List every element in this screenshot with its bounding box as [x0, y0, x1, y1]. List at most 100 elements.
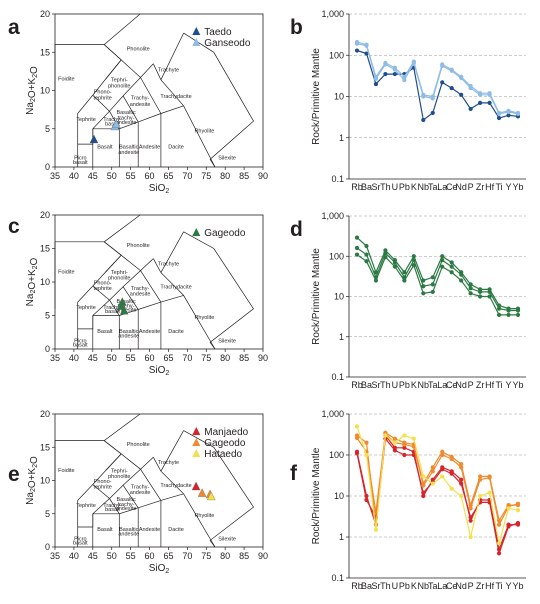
- y-tick-label: 10: [40, 277, 50, 287]
- tas-field-boundary: [92, 484, 110, 499]
- series-point: [430, 481, 435, 486]
- series-point: [373, 81, 379, 87]
- series-point: [449, 68, 454, 73]
- tas-field-label: Tephri-: [111, 77, 128, 83]
- tas-field-label: Dacite: [168, 329, 184, 335]
- series-point: [459, 272, 464, 277]
- tas-field-label: andesite: [118, 532, 139, 538]
- panel-label-f: f: [290, 462, 298, 485]
- y-tick-label: 100: [329, 450, 344, 460]
- x-tick-label: La: [437, 182, 447, 192]
- tas-field-label: Tephrite: [76, 117, 96, 123]
- series-point: [515, 501, 521, 506]
- x-tick-label: P: [468, 182, 474, 192]
- x-tick-label: 60: [145, 551, 155, 561]
- series-point: [421, 490, 426, 495]
- y-tick-label: 20: [40, 409, 50, 419]
- tas-chart-e: e Foidite Phonolite Trachyte Tephri-phonolit…: [8, 409, 268, 575]
- series-point: [478, 100, 483, 105]
- tas-field-label: Tephrite: [76, 503, 96, 509]
- tas-field-label: Basaltic: [116, 497, 136, 503]
- tas-field-label: basalt: [73, 342, 88, 348]
- x-tick-label: 60: [145, 171, 155, 181]
- x-tick-label: 70: [182, 551, 192, 561]
- tas-field-label: trachy-: [118, 303, 135, 309]
- x-tick-label: Yb: [512, 581, 523, 591]
- tas-field-label: andesite: [130, 490, 151, 496]
- tas-field-label: Rhyolite: [194, 513, 214, 519]
- tas-field-label: Trachy-: [103, 117, 122, 123]
- series-point: [364, 252, 369, 257]
- tas-field-label: Silexite: [218, 155, 236, 161]
- y-tick-label: 10: [40, 476, 50, 486]
- x-tick-label: K: [411, 581, 417, 591]
- x-tick-label: Zr: [476, 182, 485, 192]
- tas-field-boundary: [140, 270, 162, 303]
- series-point: [421, 278, 426, 283]
- x-tick-label: Pb: [399, 182, 410, 192]
- series-point: [440, 467, 445, 472]
- panel-label-c: c: [8, 215, 20, 238]
- tas-field-label: Picro: [74, 155, 87, 161]
- series-point: [373, 527, 379, 532]
- tas-field-boundary: [92, 94, 110, 112]
- tas-field-label: Rhyolite: [194, 129, 214, 135]
- series-point: [364, 493, 369, 499]
- x-axis-label: SiO2: [149, 365, 170, 377]
- x-tick-label: Ta: [428, 182, 438, 192]
- x-tick-label: 55: [126, 353, 136, 363]
- series-point: [468, 534, 473, 540]
- tas-field-label: tephrite: [93, 96, 111, 102]
- y-tick-label: 0: [45, 162, 50, 172]
- y-tick-label: 100: [329, 251, 344, 261]
- y-tick-label: 20: [40, 9, 50, 19]
- x-tick-label: 65: [163, 353, 173, 363]
- tas-field-boundary: [122, 286, 139, 310]
- series-point: [496, 312, 502, 317]
- x-tick-label: 65: [163, 171, 173, 181]
- series-point: [421, 291, 426, 296]
- series-point: [487, 490, 492, 495]
- series-point: [515, 520, 521, 526]
- series-point: [468, 106, 473, 112]
- series-point: [496, 551, 502, 556]
- series-line: [356, 43, 519, 115]
- tas-field-label: Phonolite: [127, 47, 150, 53]
- tas-field-label: phonolite: [108, 474, 130, 480]
- tas-field-label: basalt: [73, 160, 88, 166]
- series-point: [354, 245, 360, 251]
- tas-field-label: Trachy-: [131, 286, 150, 292]
- tas-field-boundary: [109, 498, 120, 514]
- tas-field-label: Trachy-: [131, 484, 150, 490]
- x-tick-label: Yb: [512, 380, 523, 390]
- tas-field-label: Trachy-: [103, 305, 122, 311]
- tas-field-label: trachy-: [118, 502, 135, 508]
- series-point: [468, 506, 473, 511]
- series-point: [402, 442, 407, 447]
- panel-label-d: d: [290, 218, 303, 241]
- series-point: [487, 475, 492, 480]
- series-point: [440, 63, 445, 69]
- tas-field-label: Foidite: [58, 468, 75, 474]
- series-point: [506, 312, 511, 317]
- series-line: [356, 433, 518, 552]
- series-point: [496, 541, 502, 546]
- series-point: [411, 452, 416, 458]
- series-point: [411, 436, 416, 441]
- series-point: [487, 294, 492, 299]
- panel-label-b: b: [290, 16, 303, 39]
- y-tick-label: 15: [40, 442, 50, 452]
- tas-field-label: Andesite: [139, 329, 160, 335]
- series-point: [392, 448, 397, 453]
- tas-field-label: tephrite: [93, 286, 111, 292]
- legend-marker: [192, 27, 201, 35]
- tas-field-label: Tephri-: [111, 270, 128, 276]
- y-tick-label: 1,000: [321, 9, 344, 19]
- y-tick-label: 10: [334, 491, 344, 501]
- x-tick-label: 75: [201, 171, 211, 181]
- tas-field-label: Trachyte: [158, 460, 179, 466]
- series-point: [383, 255, 388, 260]
- x-tick-label: 90: [258, 353, 268, 363]
- tas-field-label: Basalt: [97, 527, 113, 533]
- y-tick-label: 15: [40, 47, 50, 57]
